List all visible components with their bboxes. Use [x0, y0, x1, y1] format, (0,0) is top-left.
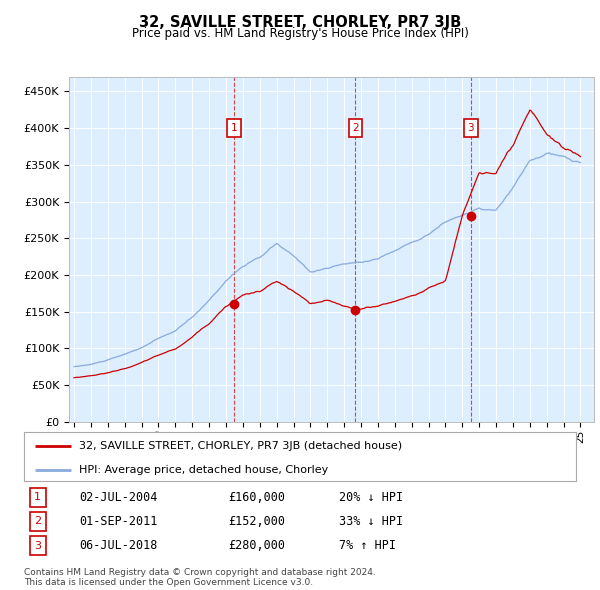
Text: £280,000: £280,000: [228, 539, 285, 552]
Text: Price paid vs. HM Land Registry's House Price Index (HPI): Price paid vs. HM Land Registry's House …: [131, 27, 469, 40]
Text: 32, SAVILLE STREET, CHORLEY, PR7 3JB: 32, SAVILLE STREET, CHORLEY, PR7 3JB: [139, 15, 461, 30]
Text: 3: 3: [467, 123, 474, 133]
Text: 06-JUL-2018: 06-JUL-2018: [79, 539, 158, 552]
Text: 2: 2: [352, 123, 359, 133]
Text: £152,000: £152,000: [228, 515, 285, 528]
Text: 32, SAVILLE STREET, CHORLEY, PR7 3JB (detached house): 32, SAVILLE STREET, CHORLEY, PR7 3JB (de…: [79, 441, 403, 451]
Text: 20% ↓ HPI: 20% ↓ HPI: [338, 490, 403, 504]
Text: 1: 1: [231, 123, 238, 133]
Text: 33% ↓ HPI: 33% ↓ HPI: [338, 515, 403, 528]
Text: 1: 1: [34, 492, 41, 502]
Text: Contains HM Land Registry data © Crown copyright and database right 2024.
This d: Contains HM Land Registry data © Crown c…: [24, 568, 376, 587]
Text: 7% ↑ HPI: 7% ↑ HPI: [338, 539, 395, 552]
Text: 01-SEP-2011: 01-SEP-2011: [79, 515, 158, 528]
Text: 02-JUL-2004: 02-JUL-2004: [79, 490, 158, 504]
Text: HPI: Average price, detached house, Chorley: HPI: Average price, detached house, Chor…: [79, 465, 328, 475]
Text: 2: 2: [34, 516, 41, 526]
Text: £160,000: £160,000: [228, 490, 285, 504]
Text: 3: 3: [34, 541, 41, 550]
